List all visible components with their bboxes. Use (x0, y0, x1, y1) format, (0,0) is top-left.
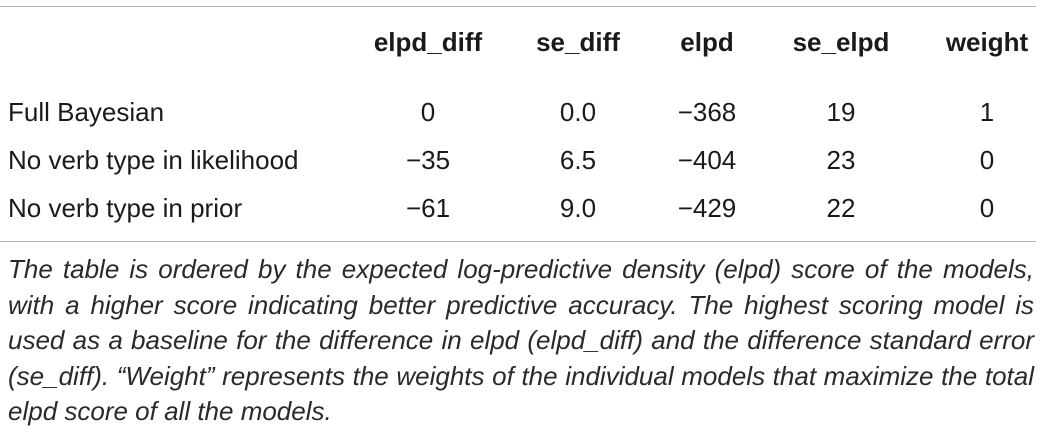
table-row: No verb type in likelihood −35 6.5 −404 … (0, 136, 1036, 184)
se-elpd-value: 19 (826, 97, 856, 127)
weight-value: 1 (979, 97, 995, 127)
weight-value: 0 (979, 193, 995, 223)
header-elpd: elpd (680, 27, 734, 57)
elpd-diff-value: −35 (405, 145, 451, 175)
model-name: No verb type in likelihood (8, 145, 299, 175)
header-elpd-diff: elpd_diff (373, 27, 483, 57)
se-diff-value: 0.0 (559, 97, 597, 127)
header-se-diff: se_diff (536, 27, 620, 57)
elpd-value: −368 (677, 97, 737, 127)
se-diff-value: 6.5 (559, 145, 597, 175)
header-weight: weight (945, 27, 1029, 57)
table-row: Full Bayesian 0 0.0 −368 19 1 (0, 88, 1036, 136)
elpd-diff-value: 0 (420, 97, 436, 127)
se-elpd-value: 22 (826, 193, 856, 223)
se-diff-value: 9.0 (559, 193, 597, 223)
model-name: Full Bayesian (8, 97, 165, 127)
table-top-rule (0, 6, 1036, 7)
table-row: No verb type in prior −61 9.0 −429 22 0 (0, 184, 1036, 232)
table-bottom-rule (0, 241, 1036, 242)
elpd-value: −429 (677, 193, 737, 223)
model-name: No verb type in prior (8, 193, 243, 223)
weight-value: 0 (979, 145, 995, 175)
table-footnote: The table is ordered by the expected log… (8, 254, 1034, 426)
elpd-diff-value: −61 (405, 193, 451, 223)
elpd-value: −404 (677, 145, 737, 175)
header-se-elpd: se_elpd (792, 27, 890, 57)
se-elpd-value: 23 (826, 145, 856, 175)
